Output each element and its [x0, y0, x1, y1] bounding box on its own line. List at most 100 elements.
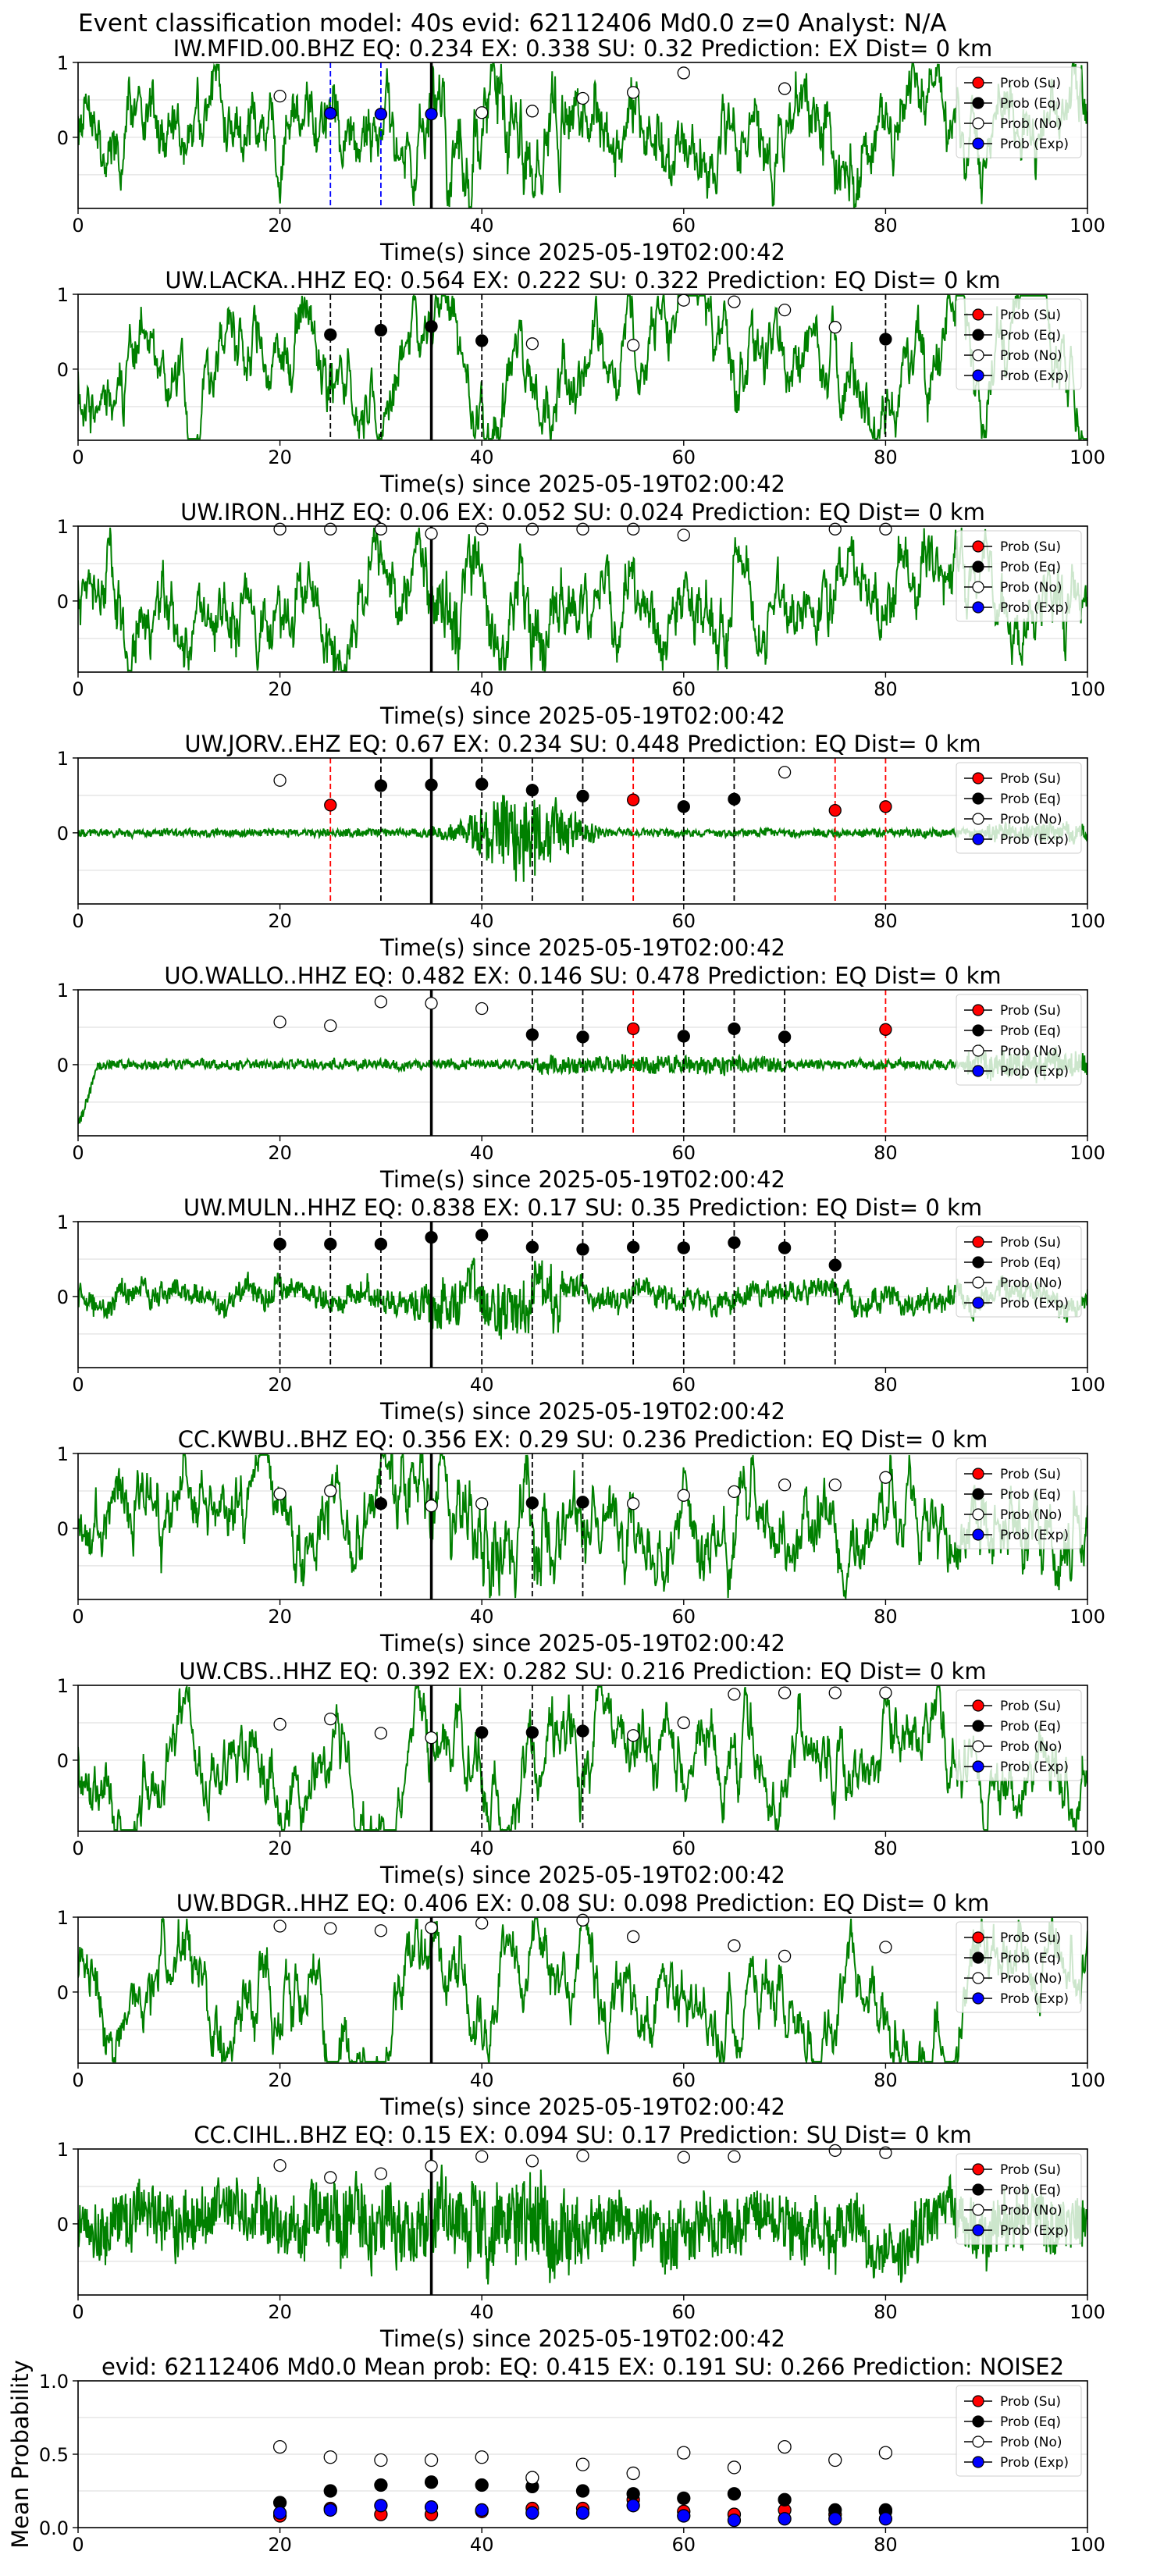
legend-marker-no — [972, 1740, 984, 1752]
x-tick-label: 20 — [268, 2534, 292, 2556]
prob-point-no — [273, 2158, 287, 2172]
panel-8: UW.CBS..HHZ EQ: 0.392 EX: 0.282 SU: 0.21… — [57, 1658, 1105, 1888]
y-tick-label: 0 — [57, 1518, 69, 1540]
y-tick-label: 1 — [57, 1907, 69, 1929]
prob-point-exp — [324, 107, 337, 120]
prob-point-eq — [374, 779, 388, 792]
mean-point-exp — [374, 2499, 388, 2513]
legend-marker-su — [972, 2163, 984, 2176]
prob-point-eq — [425, 1230, 438, 1244]
x-tick-label: 20 — [268, 910, 292, 932]
mean-point-exp — [878, 2512, 893, 2526]
prob-point-no — [778, 303, 792, 317]
prob-point-eq — [475, 777, 489, 791]
prob-point-no — [425, 527, 438, 540]
legend-label: Prob (Exp) — [1000, 600, 1069, 616]
y-tick-label: 1 — [57, 516, 69, 538]
mean-point-eq — [626, 2487, 640, 2501]
legend-marker-eq — [972, 1720, 984, 1732]
prob-point-eq — [879, 333, 892, 346]
prob-point-eq — [576, 789, 589, 803]
axes-frame — [77, 1685, 1088, 1832]
y-tick-label: 0 — [57, 1982, 69, 2004]
legend-marker-no — [972, 1276, 984, 1289]
mean-point-no — [424, 2453, 439, 2467]
prob-point-no — [828, 2144, 842, 2158]
legend-box — [956, 2385, 1082, 2477]
waveform-trace — [78, 2164, 1087, 2285]
axes-frame — [77, 989, 1088, 1137]
prob-point-su — [627, 1022, 640, 1036]
prob-point-no — [677, 294, 690, 307]
legend-marker-su — [972, 1236, 984, 1248]
station-panels: IW.MFID.00.BHZ EQ: 0.234 EX: 0.338 SU: 0… — [7, 35, 1105, 2556]
x-tick-label: 20 — [268, 678, 292, 700]
legend-marker-eq — [972, 560, 984, 573]
waveform-trace — [78, 527, 1087, 672]
mean-point-no — [323, 2450, 337, 2464]
x-tick-label: 80 — [874, 447, 898, 468]
prob-point-no — [324, 522, 337, 535]
y-tick-label: 0 — [57, 1055, 69, 1076]
legend-label: Prob (No) — [1000, 2203, 1062, 2218]
x-tick-label: 80 — [874, 1838, 898, 1859]
x-tick-label: 40 — [470, 1606, 494, 1628]
prob-point-no — [677, 2151, 690, 2164]
legend-label: Prob (Eq) — [1000, 2414, 1061, 2430]
legend-marker-no — [972, 2204, 984, 2216]
legend-marker-no — [972, 2435, 984, 2448]
y-tick-label: 0 — [57, 2214, 69, 2236]
legend-box — [956, 2153, 1082, 2245]
legend-marker-exp — [972, 2456, 984, 2468]
legend: Prob (Su) Prob (Eq) Prob (No) Prob (Exp) — [956, 994, 1082, 1086]
legend-label: Prob (Eq) — [1000, 1255, 1061, 1271]
legend: Prob (Su) Prob (Eq) Prob (No) Prob (Exp) — [956, 1921, 1082, 2013]
axes-frame — [77, 2148, 1088, 2296]
legend-marker-exp — [972, 369, 984, 382]
y-tick-label: 0 — [57, 823, 69, 845]
waveform-trace — [78, 294, 1087, 440]
legend-marker-no — [972, 1508, 984, 1521]
prob-point-no — [778, 1478, 792, 1492]
legend: Prob (Su) Prob (Eq) Prob (No) Prob (Exp) — [956, 298, 1082, 390]
prob-point-eq — [324, 328, 337, 341]
x-tick-label: 40 — [470, 1838, 494, 1859]
prob-point-eq — [778, 1241, 792, 1254]
legend-box — [956, 530, 1082, 622]
prob-point-no — [525, 522, 539, 535]
legend-label: Prob (Su) — [1000, 1467, 1061, 1482]
legend-marker-eq — [972, 1488, 984, 1500]
panel-6: UW.MULN..HHZ EQ: 0.838 EX: 0.17 SU: 0.35… — [57, 1194, 1105, 1425]
prob-point-su — [828, 803, 842, 817]
prob-point-eq — [374, 323, 388, 337]
x-tick-label: 100 — [1070, 2301, 1105, 2323]
prob-point-eq — [324, 1237, 337, 1251]
y-tick-label: 1 — [57, 1212, 69, 1233]
prob-point-no — [728, 1485, 741, 1499]
legend-label: Prob (Eq) — [1000, 2183, 1061, 2198]
prob-point-no — [273, 1016, 287, 1029]
prob-point-eq — [728, 1236, 741, 1250]
prob-point-no — [324, 1019, 337, 1033]
x-tick-label: 40 — [470, 1374, 494, 1396]
prob-point-no — [576, 1913, 589, 1927]
legend-label: Prob (Su) — [1000, 1699, 1061, 1714]
prob-point-eq — [525, 1496, 539, 1510]
prob-point-no — [728, 295, 741, 308]
panel-3: UW.IRON..HHZ EQ: 0.06 EX: 0.052 SU: 0.02… — [57, 499, 1105, 729]
legend-label: Prob (Su) — [1000, 771, 1061, 787]
x-axis-label: Time(s) since 2025-05-19T02:00:42 — [379, 2094, 785, 2120]
legend-marker-exp — [972, 2224, 984, 2236]
waveform-trace — [78, 1685, 1087, 1831]
legend-label: Prob (No) — [1000, 348, 1062, 364]
legend-marker-su — [972, 772, 984, 785]
panel-title: evid: 62112406 Md0.0 Mean prob: EQ: 0.41… — [101, 2354, 1064, 2380]
legend-marker-su — [972, 2395, 984, 2407]
y-tick-label: 1 — [57, 748, 69, 770]
prob-point-eq — [576, 1243, 589, 1256]
prob-point-eq — [425, 778, 438, 792]
panel-title: CC.KWBU..BHZ EQ: 0.356 EX: 0.29 SU: 0.23… — [178, 1426, 988, 1453]
prob-point-eq — [475, 334, 489, 347]
prob-point-su — [879, 800, 892, 813]
legend-label: Prob (Exp) — [1000, 1991, 1069, 2007]
